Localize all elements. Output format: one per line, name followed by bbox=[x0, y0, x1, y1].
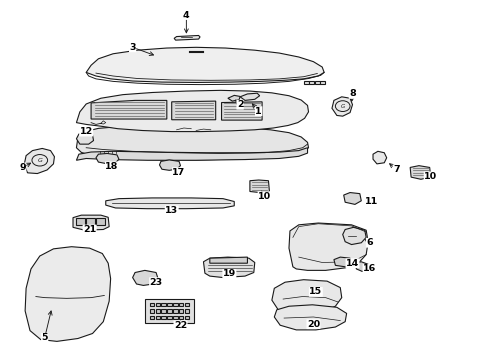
Polygon shape bbox=[91, 100, 167, 119]
Text: G: G bbox=[341, 104, 345, 109]
Text: 18: 18 bbox=[105, 162, 119, 171]
Polygon shape bbox=[86, 47, 324, 82]
Polygon shape bbox=[76, 133, 94, 144]
Polygon shape bbox=[96, 153, 119, 163]
Polygon shape bbox=[161, 303, 166, 306]
Text: 2: 2 bbox=[237, 100, 244, 109]
Polygon shape bbox=[410, 166, 431, 179]
Polygon shape bbox=[133, 270, 158, 285]
Text: 13: 13 bbox=[165, 206, 178, 215]
Polygon shape bbox=[76, 218, 85, 225]
Polygon shape bbox=[185, 303, 189, 306]
Polygon shape bbox=[315, 81, 320, 84]
Polygon shape bbox=[250, 180, 270, 193]
Polygon shape bbox=[25, 247, 111, 341]
Text: 23: 23 bbox=[149, 278, 163, 287]
Text: 8: 8 bbox=[349, 89, 356, 98]
Text: 7: 7 bbox=[393, 165, 400, 174]
Text: 21: 21 bbox=[83, 225, 96, 234]
Polygon shape bbox=[221, 102, 262, 120]
Polygon shape bbox=[172, 101, 216, 120]
Polygon shape bbox=[150, 303, 154, 306]
Polygon shape bbox=[76, 148, 308, 160]
Polygon shape bbox=[320, 81, 325, 84]
Polygon shape bbox=[332, 97, 352, 116]
Text: 14: 14 bbox=[346, 259, 359, 268]
Polygon shape bbox=[355, 262, 368, 271]
Polygon shape bbox=[274, 305, 346, 330]
Polygon shape bbox=[343, 227, 366, 244]
Polygon shape bbox=[156, 309, 160, 313]
Polygon shape bbox=[167, 316, 171, 319]
Text: 16: 16 bbox=[363, 265, 376, 274]
Text: 12: 12 bbox=[79, 127, 93, 136]
Polygon shape bbox=[343, 193, 361, 204]
Polygon shape bbox=[179, 316, 183, 319]
Polygon shape bbox=[167, 303, 171, 306]
Polygon shape bbox=[179, 303, 183, 306]
Text: 19: 19 bbox=[223, 269, 236, 278]
Polygon shape bbox=[156, 316, 160, 319]
Polygon shape bbox=[203, 257, 255, 278]
Text: 10: 10 bbox=[258, 192, 271, 201]
Text: 9: 9 bbox=[20, 163, 26, 172]
Polygon shape bbox=[272, 280, 342, 315]
Polygon shape bbox=[173, 316, 177, 319]
Polygon shape bbox=[106, 198, 234, 209]
Polygon shape bbox=[76, 90, 309, 132]
Text: 11: 11 bbox=[366, 197, 379, 206]
Text: 3: 3 bbox=[129, 43, 136, 52]
Polygon shape bbox=[145, 299, 194, 323]
Polygon shape bbox=[185, 316, 189, 319]
Polygon shape bbox=[86, 218, 95, 225]
Polygon shape bbox=[159, 160, 180, 170]
Polygon shape bbox=[373, 151, 387, 164]
Text: 22: 22 bbox=[174, 321, 187, 330]
Polygon shape bbox=[73, 215, 109, 230]
Polygon shape bbox=[24, 148, 54, 174]
Text: 20: 20 bbox=[307, 320, 320, 329]
Text: 4: 4 bbox=[183, 10, 190, 19]
Polygon shape bbox=[174, 36, 200, 40]
Polygon shape bbox=[289, 223, 368, 270]
Polygon shape bbox=[173, 309, 177, 313]
Polygon shape bbox=[185, 309, 189, 313]
Text: G: G bbox=[37, 158, 42, 163]
Polygon shape bbox=[210, 257, 247, 263]
Polygon shape bbox=[150, 316, 154, 319]
Polygon shape bbox=[97, 218, 105, 225]
Text: 5: 5 bbox=[42, 333, 48, 342]
Polygon shape bbox=[173, 303, 177, 306]
Polygon shape bbox=[179, 309, 183, 313]
Polygon shape bbox=[161, 309, 166, 313]
Text: 1: 1 bbox=[255, 107, 262, 116]
Polygon shape bbox=[150, 309, 154, 313]
Polygon shape bbox=[76, 126, 309, 160]
Text: 10: 10 bbox=[424, 172, 437, 181]
Polygon shape bbox=[167, 309, 171, 313]
Text: 15: 15 bbox=[309, 287, 322, 296]
Polygon shape bbox=[310, 81, 315, 84]
Polygon shape bbox=[228, 95, 240, 101]
Polygon shape bbox=[304, 81, 309, 84]
Polygon shape bbox=[161, 316, 166, 319]
Text: 17: 17 bbox=[172, 168, 186, 177]
Polygon shape bbox=[156, 303, 160, 306]
Polygon shape bbox=[240, 93, 260, 100]
Polygon shape bbox=[334, 257, 351, 267]
Text: 6: 6 bbox=[367, 238, 373, 247]
